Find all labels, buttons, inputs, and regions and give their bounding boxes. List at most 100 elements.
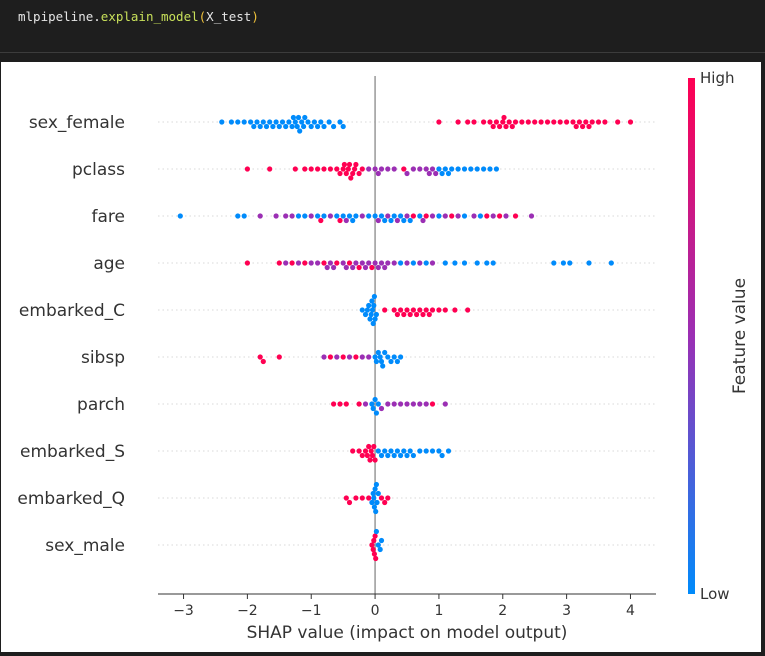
shap-point-embarked_S	[391, 452, 397, 459]
shap-point-pclass	[461, 166, 468, 172]
shap-point-embarked_C	[369, 298, 375, 304]
shap-point-embarked_Q	[366, 495, 372, 501]
shap-point-sibsp	[382, 349, 388, 356]
shap-point-fare	[283, 213, 289, 219]
shap-point-pclass	[345, 166, 351, 172]
shap-point-embarked_Q	[371, 495, 377, 501]
shap-point-embarked_S	[423, 448, 429, 454]
shap-point-pclass	[352, 166, 358, 172]
shap-point-pclass	[350, 170, 356, 177]
shap-point-embarked_S	[417, 448, 423, 454]
shap-point-age	[586, 260, 592, 266]
colorbar	[688, 78, 695, 594]
shap-point-sibsp	[353, 354, 359, 360]
code-close-paren: )	[251, 9, 259, 24]
shap-point-sex_female	[586, 123, 592, 130]
shap-point-pclass	[321, 166, 327, 172]
shap-point-sibsp	[380, 363, 386, 369]
shap-point-sibsp	[398, 354, 404, 360]
shap-point-sibsp	[375, 349, 381, 356]
shap-point-embarked_C	[423, 307, 429, 313]
shap-point-embarked_C	[442, 307, 448, 313]
shap-point-age	[551, 260, 557, 266]
shap-point-parch	[331, 401, 337, 407]
shap-point-sex_female	[337, 119, 343, 125]
shap-point-fare	[484, 213, 490, 219]
shap-point-pclass	[442, 166, 448, 172]
shap-point-sex_female	[503, 123, 509, 130]
shap-point-sex_female	[294, 123, 300, 130]
code-method: explain_model	[100, 9, 199, 24]
shap-point-fare	[512, 213, 519, 219]
shap-point-sibsp	[373, 358, 379, 365]
shap-point-fare	[359, 213, 365, 219]
shap-point-sibsp	[334, 354, 340, 360]
shap-point-sex_female	[570, 119, 576, 125]
shap-point-sex_female	[340, 123, 346, 130]
shap-point-embarked_Q	[346, 499, 353, 506]
shap-point-pclass	[375, 170, 381, 177]
shap-point-embarked_C	[436, 307, 442, 313]
shap-point-pclass	[468, 166, 474, 172]
code-cell[interactable]: mlpipeline.explain_model(X_test)	[0, 0, 765, 53]
shap-point-sex_female	[583, 119, 589, 125]
shap-point-sex_female	[615, 119, 621, 125]
shap-point-pclass	[449, 166, 455, 172]
shap-point-embarked_S	[410, 452, 416, 459]
shap-point-sibsp	[394, 358, 400, 365]
shap-point-parch	[356, 401, 362, 407]
colorbar-high-label: High	[700, 69, 734, 87]
shap-point-embarked_Q	[343, 495, 349, 501]
shap-point-pclass	[292, 166, 298, 172]
shap-point-pclass	[404, 170, 410, 177]
shap-point-fare	[420, 217, 426, 224]
shap-point-embarked_Q	[372, 486, 378, 492]
shap-point-age	[276, 260, 282, 266]
shap-point-embarked_C	[371, 302, 377, 309]
shap-point-sex_female	[481, 119, 487, 125]
shap-point-sex_female	[564, 119, 570, 125]
shap-point-sex_female	[302, 114, 308, 121]
shap-point-fare	[346, 213, 353, 219]
shap-point-sex_female	[576, 119, 583, 125]
shap-point-sex_female	[490, 123, 496, 130]
shap-point-age	[429, 260, 436, 266]
shap-point-fare	[308, 213, 314, 219]
shap-point-embarked_C	[407, 311, 413, 318]
shap-point-pclass	[433, 170, 439, 177]
shap-point-fare	[241, 213, 247, 219]
shap-point-fare	[372, 213, 378, 219]
shap-point-pclass	[340, 166, 346, 172]
shap-point-sex_male	[370, 546, 376, 553]
shap-point-pclass	[302, 166, 308, 172]
shap-point-sex_female	[318, 119, 324, 125]
shap-point-sex_male	[375, 542, 381, 548]
shap-point-embarked_C	[465, 307, 471, 313]
shap-point-age	[385, 260, 391, 266]
shap-point-fare	[375, 217, 381, 224]
shap-point-sex_female	[557, 119, 563, 125]
shap-point-sex_female	[506, 119, 512, 125]
shap-point-embarked_C	[417, 307, 423, 313]
shap-point-sex_female	[305, 119, 311, 125]
shap-point-embarked_S	[398, 452, 404, 459]
x-tick-label: −1	[301, 603, 322, 619]
shap-point-parch	[373, 410, 379, 416]
shap-point-sex_female	[270, 123, 276, 130]
shap-point-age	[350, 264, 356, 271]
shap-point-embarked_Q	[375, 490, 381, 497]
shap-point-embarked_S	[404, 452, 410, 459]
shap-point-embarked_S	[429, 448, 436, 454]
shap-point-sex_female	[501, 114, 507, 121]
feature-label-embarked_C: embarked_C	[19, 301, 125, 321]
shap-point-sex_female	[301, 123, 307, 130]
shap-point-pclass	[356, 170, 362, 177]
shap-point-pclass	[493, 166, 499, 172]
shap-point-fare	[350, 217, 356, 224]
code-line[interactable]: mlpipeline.explain_model(X_test)	[18, 9, 259, 24]
shap-point-embarked_C	[372, 316, 378, 322]
shap-point-pclass	[327, 166, 333, 172]
shap-point-parch	[429, 401, 436, 407]
shap-point-sex_female	[509, 123, 515, 130]
shap-point-embarked_C	[426, 311, 432, 318]
